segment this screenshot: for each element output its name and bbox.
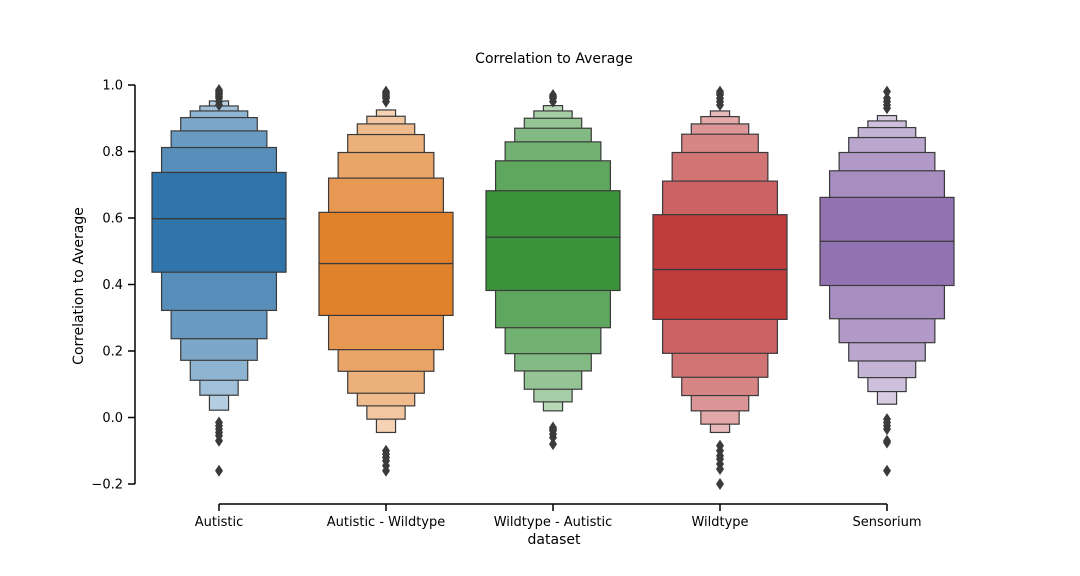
outlier-point (549, 421, 557, 434)
y-axis-label: Correlation to Average (71, 207, 87, 365)
x-axis: Autistic Autistic - Wildtype Wildtype - Au… (195, 503, 922, 530)
y-tick-label: 0.6 (102, 212, 123, 227)
y-tick-label: −0.2 (91, 478, 123, 493)
x-axis-label: dataset (528, 532, 581, 548)
boxen-series (151, 83, 287, 477)
outlier-point (883, 413, 891, 426)
x-tick-label: Sensorium (852, 515, 921, 530)
boxen-level (652, 214, 788, 321)
boxen-level (485, 190, 621, 292)
outlier-point (883, 92, 891, 105)
outlier-point (382, 444, 390, 457)
y-axis: −0.2 0.0 0.2 0.4 0.6 0.8 1.0 (91, 79, 136, 493)
boxen-series (652, 85, 788, 490)
x-tick-label: Wildtype - Autistic (494, 515, 613, 530)
x-tick-label: Autistic - Wildtype (327, 515, 446, 530)
x-tick-label: Wildtype (691, 515, 748, 530)
outlier-point (716, 478, 724, 490)
y-tick-label: 0.0 (102, 411, 123, 426)
boxen-level (151, 171, 287, 273)
y-tick-label: 1.0 (102, 79, 123, 94)
outlier-point (215, 464, 223, 477)
outlier-point (215, 83, 223, 96)
outlier-point (382, 85, 390, 98)
boxen-series (485, 88, 621, 451)
outlier-point (716, 85, 724, 98)
boxen-series (819, 85, 955, 477)
outlier-point (883, 464, 891, 477)
outlier-point (716, 439, 724, 452)
outlier-point (215, 416, 223, 429)
plot-area (151, 83, 955, 490)
x-tick-label: Autistic (195, 515, 243, 530)
boxen-series (318, 85, 454, 477)
y-tick-label: 0.4 (102, 278, 123, 293)
outlier-point (549, 438, 557, 451)
y-tick-label: 0.8 (102, 145, 123, 160)
outlier-point (883, 434, 891, 447)
chart-title: Correlation to Average (475, 51, 633, 67)
outlier-point (549, 88, 557, 101)
outlier-point (883, 85, 891, 98)
y-tick-label: 0.2 (102, 345, 123, 360)
